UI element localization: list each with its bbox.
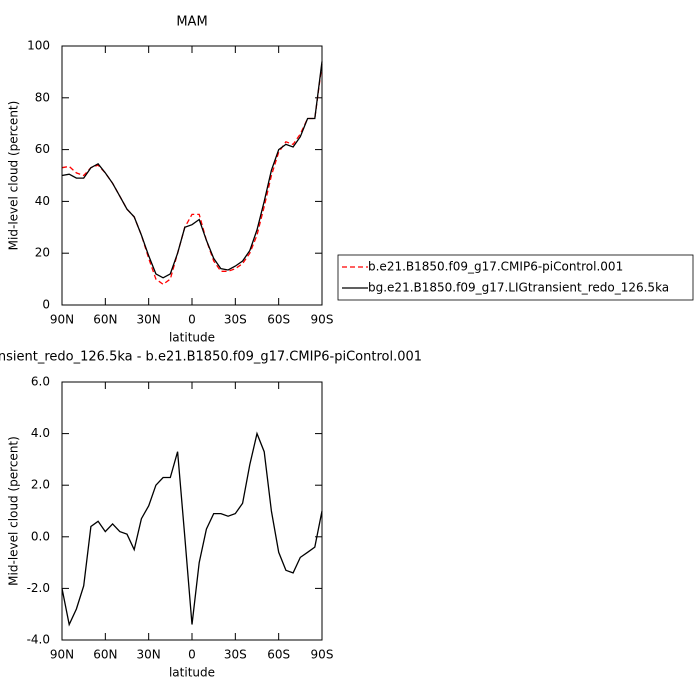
legend-box (337, 254, 694, 301)
data-line (61, 61, 323, 279)
x-tick-label: 0 (188, 313, 196, 327)
y-axis-label: Mid-level cloud (percent) (7, 436, 21, 586)
y-tick-label: 100 (27, 39, 50, 53)
chart-title: MAM (176, 15, 207, 30)
x-tick-label: 30S (224, 313, 247, 327)
y-tick-label: 0.0 (31, 529, 50, 543)
legend-label: bg.e21.B1850.f09_g17.LIGtransient_redo_1… (368, 281, 669, 295)
y-tick-label: 0 (42, 298, 50, 312)
x-tick-label: 60N (93, 648, 117, 662)
x-tick-label: 90S (311, 313, 334, 327)
chart-title: lIGtransient_redo_126.5ka - b.e21.B1850.… (0, 350, 422, 365)
y-tick-label: 2.0 (31, 478, 50, 492)
x-tick-label: 60N (93, 313, 117, 327)
y-tick-label: -4.0 (27, 633, 50, 647)
x-tick-label: 30S (224, 648, 247, 662)
x-axis-label: latitude (169, 331, 215, 345)
x-tick-label: 90S (311, 648, 334, 662)
y-tick-label: 20 (35, 246, 50, 260)
legend-label: b.e21.B1850.f09_g17.CMIP6-piControl.001 (368, 260, 623, 274)
x-tick-label: 60S (267, 313, 290, 327)
x-axis-label: latitude (169, 666, 215, 680)
x-tick-label: 0 (188, 648, 196, 662)
y-tick-label: 6.0 (31, 375, 50, 389)
x-tick-label: 30N (137, 648, 161, 662)
y-tick-label: 4.0 (31, 426, 50, 440)
x-tick-label: 30N (137, 313, 161, 327)
x-tick-label: 90N (50, 648, 74, 662)
y-axis-label: Mid-level cloud (percent) (7, 101, 21, 251)
data-line (61, 431, 323, 627)
y-tick-label: 60 (35, 142, 50, 156)
y-tick-label: -2.0 (27, 581, 50, 595)
plot-frame (61, 381, 323, 641)
x-tick-label: 90N (50, 313, 74, 327)
y-tick-label: 40 (35, 194, 50, 208)
plot-frame (61, 45, 323, 306)
y-tick-label: 80 (35, 90, 50, 104)
x-tick-label: 60S (267, 648, 290, 662)
data-line (61, 64, 323, 286)
